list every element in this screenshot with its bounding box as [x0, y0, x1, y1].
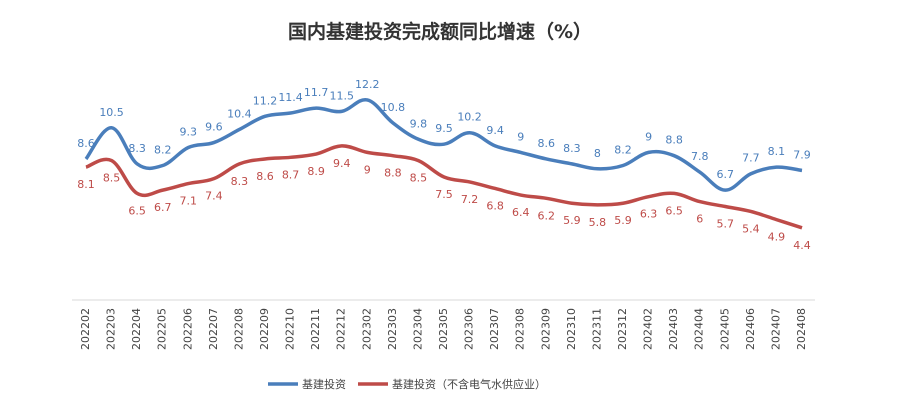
data-label: 6 [696, 213, 703, 226]
data-label: 5.9 [614, 214, 632, 227]
data-label: 4.4 [793, 239, 811, 252]
chart-title: 国内基建投资完成额同比增速（%） [288, 20, 592, 43]
x-tick-label: 202207 [207, 308, 220, 350]
data-label: 11.4 [278, 91, 303, 104]
data-label: 9.5 [435, 122, 453, 135]
line [84, 98, 803, 192]
data-label: 7.7 [742, 152, 760, 165]
data-label: 5.4 [742, 222, 760, 235]
x-tick-label: 202202 [79, 308, 92, 350]
data-label: 11.7 [304, 86, 329, 99]
data-label: 8.5 [410, 172, 428, 185]
data-label: 7.4 [205, 190, 223, 203]
x-tick-label: 202306 [463, 308, 476, 350]
x-tick-label: 202309 [539, 308, 552, 350]
data-label: 9.3 [180, 125, 198, 138]
x-tick-label: 202304 [411, 308, 424, 350]
x-tick-label: 202212 [335, 308, 348, 350]
legend-label: 基建投资 [302, 377, 346, 391]
data-label: 6.5 [665, 204, 683, 217]
data-label: 8.1 [77, 178, 95, 191]
x-tick-label: 202312 [616, 308, 629, 350]
data-label: 8.3 [563, 142, 581, 155]
data-label: 5.8 [589, 216, 607, 229]
data-label: 9.4 [486, 124, 504, 137]
x-tick-label: 202203 [105, 308, 118, 350]
data-label: 7.9 [793, 148, 811, 161]
data-label: 8.6 [538, 137, 556, 150]
x-tick-label: 202408 [795, 308, 808, 350]
data-label: 8.5 [103, 172, 121, 185]
data-label: 5.7 [717, 218, 735, 231]
data-label: 9.6 [205, 121, 223, 134]
data-label: 8 [594, 147, 601, 160]
x-tick-label: 202310 [565, 308, 578, 350]
data-label: 6.8 [486, 199, 504, 212]
data-label: 7.2 [461, 193, 479, 206]
x-tick-label: 202405 [718, 308, 731, 350]
x-tick-label: 202208 [232, 308, 245, 350]
x-tick-label: 202305 [437, 308, 450, 350]
x-tick-label: 202302 [360, 308, 373, 350]
data-label: 12.2 [355, 78, 380, 91]
x-tick-label: 202402 [642, 308, 655, 350]
data-label: 11.2 [253, 94, 278, 107]
x-tick-label: 202206 [181, 308, 194, 350]
data-label: 4.9 [768, 231, 786, 244]
x-tick-label: 202204 [130, 308, 143, 350]
data-label: 7.5 [435, 188, 453, 201]
data-label: 5.9 [563, 214, 581, 227]
data-label: 10.5 [99, 106, 124, 119]
data-label: 8.2 [614, 144, 632, 157]
data-label: 8.3 [128, 142, 146, 155]
x-tick-label: 202404 [693, 308, 706, 350]
data-label: 8.7 [282, 168, 300, 181]
data-label: 8.8 [384, 167, 402, 180]
data-label: 6.4 [512, 206, 530, 219]
line [85, 144, 803, 230]
data-label: 10.4 [227, 107, 252, 120]
data-label: 6.3 [640, 208, 658, 221]
x-tick-label: 202303 [386, 308, 399, 350]
data-label: 9 [517, 130, 524, 143]
x-tick-label: 202307 [488, 308, 501, 350]
data-label: 7.1 [180, 195, 198, 208]
data-label: 8.8 [665, 134, 683, 147]
x-tick-label: 202308 [514, 308, 527, 350]
x-tick-label: 202211 [309, 308, 322, 350]
data-label: 8.6 [77, 137, 95, 150]
data-label: 8.2 [154, 144, 172, 157]
data-label: 6.5 [128, 204, 146, 217]
x-tick-label: 202407 [769, 308, 782, 350]
data-label: 10.8 [381, 101, 406, 114]
data-label: 11.5 [329, 89, 354, 102]
data-label: 6.7 [717, 168, 735, 181]
legend-label: 基建投资（不含电气水供应业） [392, 377, 546, 391]
data-label: 9 [364, 163, 371, 176]
data-label: 8.3 [231, 175, 249, 188]
x-tick-label: 202406 [744, 308, 757, 350]
x-tick-label: 202209 [258, 308, 271, 350]
data-label: 7.8 [691, 150, 709, 163]
x-tick-label: 202403 [667, 308, 680, 350]
data-label: 9.4 [333, 157, 351, 170]
x-tick-label: 202205 [156, 308, 169, 350]
x-tick-label: 202311 [590, 308, 603, 350]
data-label: 8.6 [256, 170, 274, 183]
data-label: 6.2 [538, 209, 556, 222]
data-label: 8.9 [307, 165, 325, 178]
data-label: 8.1 [768, 145, 786, 158]
data-label: 10.2 [457, 111, 482, 124]
data-label: 6.7 [154, 201, 172, 214]
data-label: 9.8 [410, 117, 428, 130]
x-tick-label: 202210 [284, 308, 297, 350]
data-label: 9 [645, 130, 652, 143]
